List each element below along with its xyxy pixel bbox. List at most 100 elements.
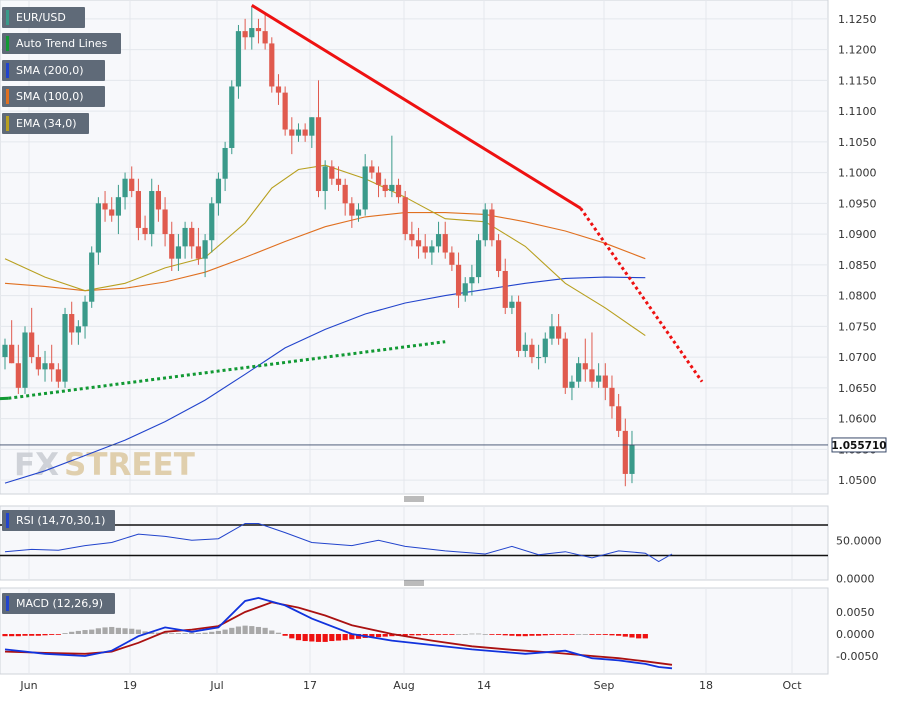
macd-histogram-bar [2, 634, 8, 637]
macd-histogram-bar [15, 634, 21, 637]
candle-body [142, 227, 148, 235]
candle-body [209, 203, 215, 241]
legend-rsi-label: RSI (14,70,30,1) [16, 514, 106, 527]
candle-body [549, 326, 555, 339]
candle-body [522, 344, 528, 351]
macd-histogram-bar [9, 634, 15, 637]
macd-histogram-bar [582, 634, 588, 635]
candle [49, 344, 55, 382]
candle-body [289, 129, 295, 136]
candle [375, 166, 382, 198]
candle-body [375, 172, 382, 185]
candle [195, 227, 202, 265]
candle-body [255, 28, 262, 32]
candle [15, 344, 21, 394]
macd-histogram-bar [89, 629, 95, 634]
candle-body [49, 363, 55, 370]
legend-macd-swatch [6, 596, 9, 611]
macd-signal-line [4, 601, 673, 666]
candle [115, 184, 121, 235]
legend-auto-trend-lines[interactable]: Auto Trend Lines [2, 33, 121, 54]
candle [482, 203, 488, 247]
candle [582, 338, 588, 382]
macd-histogram-bar [449, 634, 455, 635]
legend-rsi-swatch [6, 513, 9, 528]
candle [69, 301, 75, 345]
rsi-line [4, 523, 673, 563]
macd-line [4, 596, 673, 670]
candle-body [169, 234, 175, 259]
macd-histogram-bar [269, 630, 275, 634]
candle-body [482, 209, 488, 241]
candle [522, 332, 528, 358]
macd-histogram-bar [536, 634, 542, 636]
candle-body [489, 209, 495, 241]
y-tick-label: 1.0700 [838, 351, 877, 364]
legend-sma100[interactable]: SMA (100,0) [2, 86, 105, 107]
macd-histogram-bar [429, 634, 435, 635]
candle [215, 172, 222, 216]
macd-histogram-bar [502, 634, 508, 636]
macd-histogram-bar [62, 633, 68, 634]
macd-histogram-bar [75, 630, 81, 634]
candle [475, 234, 482, 284]
macd-histogram-bar [569, 634, 575, 635]
candle-body [15, 363, 21, 388]
candle-body [589, 369, 595, 382]
macd-histogram-bar [109, 626, 115, 634]
candle-body [422, 246, 428, 253]
candle-body [195, 246, 202, 259]
candle [95, 197, 101, 265]
candle [455, 252, 462, 308]
candle-body [536, 357, 542, 359]
macd-histogram-bar [616, 634, 622, 636]
candle-body [62, 314, 68, 382]
y-tick-label: 1.1150 [838, 74, 877, 87]
candle [442, 221, 448, 259]
macd-histogram-bar [469, 633, 475, 635]
candle-body [95, 203, 101, 253]
candle [542, 332, 548, 364]
candle [576, 357, 582, 388]
candle-body [262, 31, 268, 44]
x-tick-label: Sep [594, 679, 615, 692]
candle [515, 295, 522, 358]
macd-histogram-bar [622, 634, 628, 637]
legend-rsi[interactable]: RSI (14,70,30,1) [2, 510, 115, 531]
x-tick-label: 18 [699, 679, 713, 692]
candle-body [622, 430, 628, 474]
candle-body [275, 86, 282, 93]
macd-histogram-bar [295, 634, 302, 641]
candle-body [109, 209, 115, 216]
candle-body [369, 166, 375, 173]
y-tick-label: 1.0500 [838, 474, 877, 487]
candle-body [576, 363, 582, 382]
macd-histogram-bar [602, 634, 608, 635]
candle [602, 363, 608, 401]
candle [82, 295, 88, 339]
macd-y-tick-label: 0.0050 [836, 606, 875, 619]
legend-ema34[interactable]: EMA (34,0) [2, 113, 89, 134]
y-tick-label: 1.0900 [838, 228, 877, 241]
macd-histogram-bar [342, 634, 348, 641]
macd-histogram-bar [282, 634, 288, 636]
candle-body [402, 197, 408, 235]
legend-symbol[interactable]: EUR/USD [2, 7, 85, 28]
candle [255, 18, 262, 44]
candle [616, 393, 622, 438]
candle-body [529, 344, 535, 358]
candle-body [442, 234, 448, 253]
macd-histogram-bar [596, 634, 602, 635]
rsi-splitter-handle[interactable] [404, 496, 424, 502]
candle [589, 332, 595, 388]
legend-symbol-swatch [6, 10, 9, 25]
legend-sma200[interactable]: SMA (200,0) [2, 60, 105, 81]
macd-splitter-handle[interactable] [404, 580, 424, 586]
x-tick-label: 14 [477, 679, 491, 692]
candle [202, 234, 208, 278]
legend-macd[interactable]: MACD (12,26,9) [2, 593, 115, 614]
macd-histogram-bar [315, 634, 322, 642]
macd-histogram-bar [242, 625, 248, 634]
macd-histogram-bar [422, 634, 428, 635]
